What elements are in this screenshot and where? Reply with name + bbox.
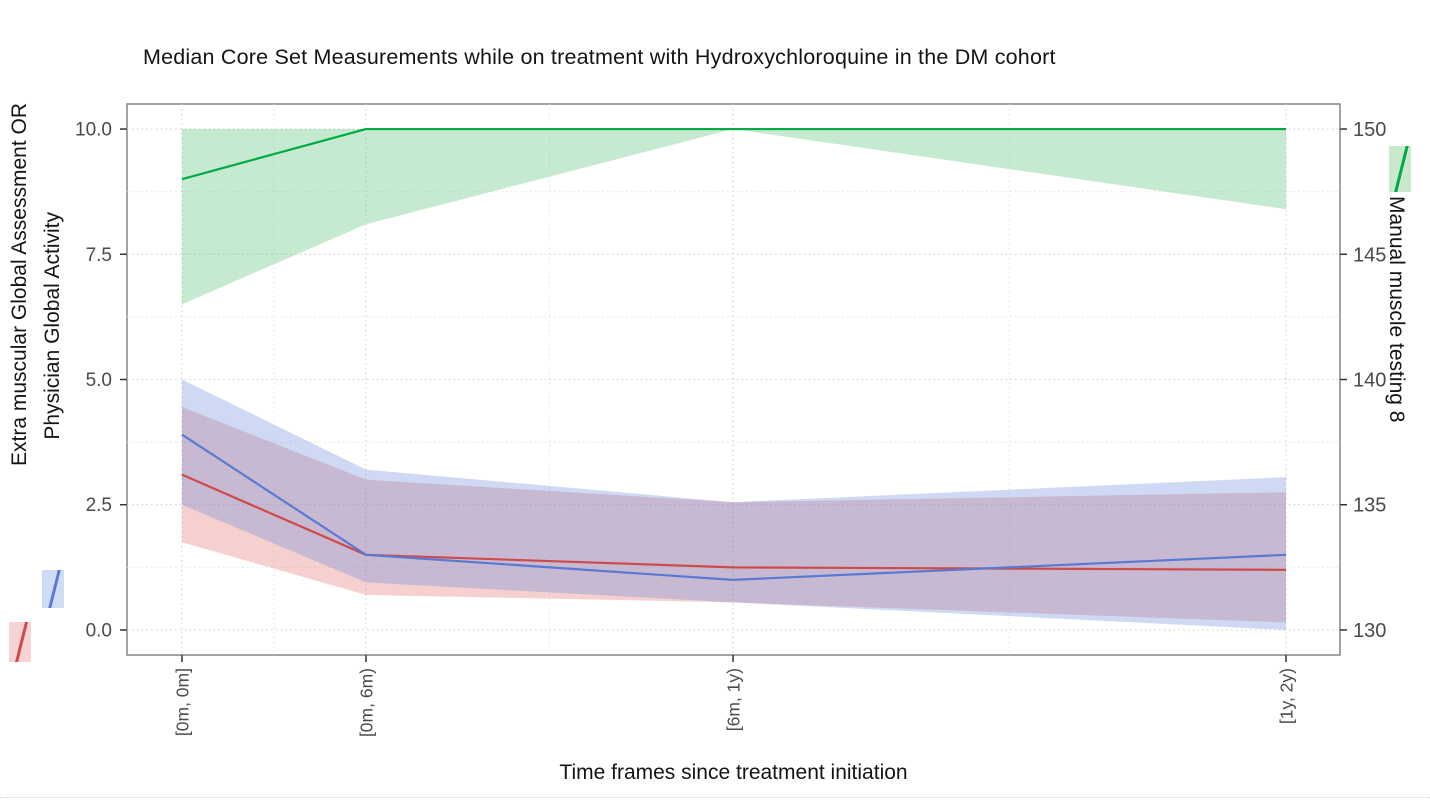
- physician-legend-icon: [42, 570, 64, 608]
- x-tick-label: [1y, 2y): [1277, 668, 1297, 724]
- y-right-tick-label: 130: [1353, 620, 1386, 642]
- line-extra-muscular-global-assessment: [181, 473, 1287, 571]
- bottom-dotted-border: [0, 797, 1430, 798]
- y-right-tick-label: 140: [1353, 370, 1386, 392]
- y-right-tick-label: 150: [1353, 119, 1386, 141]
- green-line-key-icon: [1393, 146, 1409, 192]
- y-left-tick-label: 5.0: [86, 370, 112, 391]
- mmt-legend-icon: [1389, 146, 1411, 192]
- line-physician-global-activity: [181, 433, 1287, 581]
- x-tick-label: [0m, 6m): [356, 668, 376, 737]
- red-line-key-icon: [14, 622, 29, 662]
- y-left-tick-label: 2.5: [86, 495, 112, 516]
- y-right-tick-label: 135: [1353, 495, 1386, 517]
- x-tick-label: [6m, 1y): [724, 668, 744, 731]
- extra-muscular-legend-icon: [9, 622, 31, 662]
- y-left-axis-title-line1: Extra muscular Global Assessment OR: [8, 103, 31, 466]
- x-axis-title: Time frames since treatment initiation: [559, 761, 908, 784]
- y-right-tick-label: 145: [1353, 244, 1386, 266]
- y-left-tick-label: 0.0: [86, 620, 112, 641]
- line-manual-muscle-testing-8: [181, 127, 1287, 181]
- x-tick-label: [0m, 0m]: [172, 668, 192, 736]
- y-right-axis-title: Manual muscle testing 8: [1385, 196, 1408, 423]
- chart-title: Median Core Set Measurements while on tr…: [143, 45, 1056, 69]
- y-left-tick-label: 10.0: [75, 120, 112, 141]
- y-left-tick-label: 7.5: [86, 245, 112, 266]
- blue-line-key-icon: [47, 570, 61, 608]
- y-left-axis-title-line2: Physician Global Activity: [41, 212, 64, 440]
- ribbon-manual-muscle-testing-8: [181, 129, 1287, 305]
